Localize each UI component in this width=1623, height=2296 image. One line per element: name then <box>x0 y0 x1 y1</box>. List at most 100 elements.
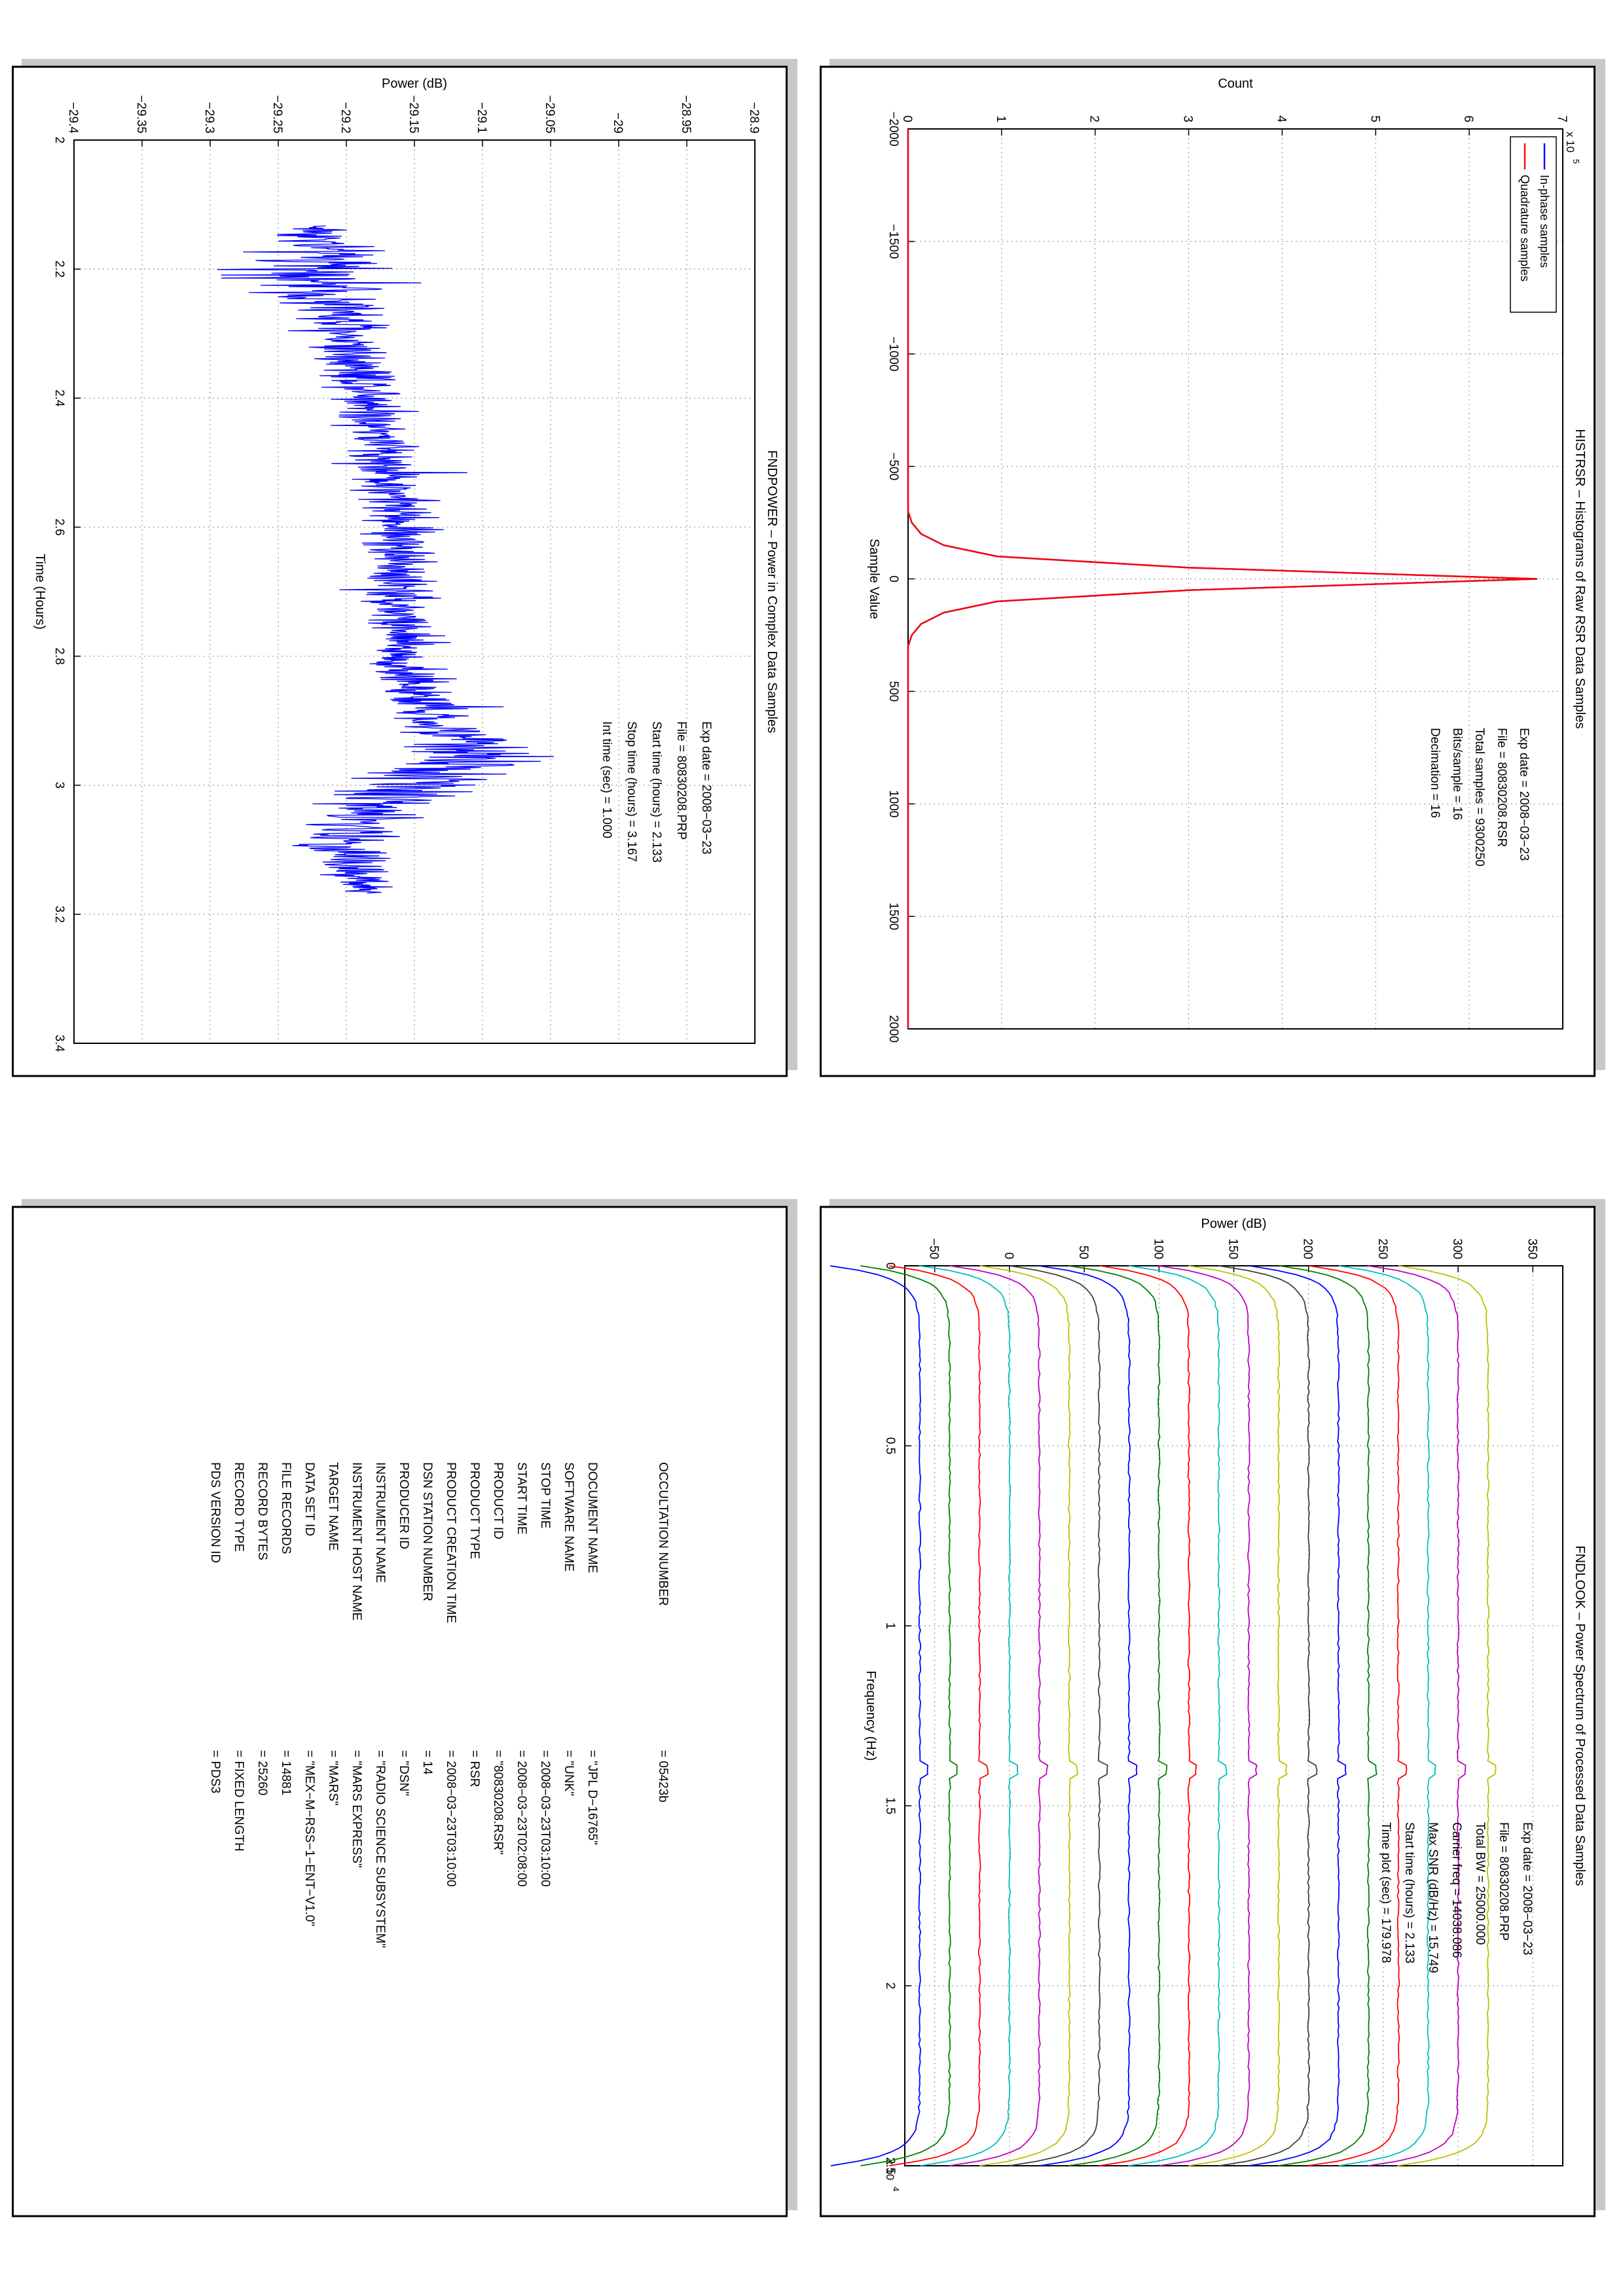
fndlook-exponent-power: 4 <box>891 2187 901 2191</box>
histrsr-legend-label-0: In-phase samples <box>1538 175 1551 268</box>
fndpower-xtick-label-3: 2.6 <box>52 518 66 535</box>
histrsr-ytick-label-2: 2 <box>1087 115 1101 122</box>
fndlook-series-18 <box>1368 1265 1467 2166</box>
fndlook-series-15 <box>1278 1265 1377 2166</box>
histrsr-legend <box>1510 136 1557 313</box>
pds-row-value-13: = 2008−03−23T02:08:00 <box>515 1750 528 1887</box>
pds-row-value-14: = 2008−03−23T03:10:00 <box>538 1750 552 1887</box>
pds-row-key-12: PRODUCT ID <box>491 1462 505 1539</box>
pds-row-value-8: = "DSN" <box>397 1750 410 1796</box>
histrsr-ylabel: Count <box>1218 77 1253 91</box>
histrsr-xlabel: Sample Value <box>867 539 881 619</box>
fndlook-annotation-6: Time plot (sec) = 179.978 <box>1379 1822 1393 1963</box>
rotated-plot: −2000 −1500 −1000 −500 0 500 1000 1500 2000 0 1 2 3 4… <box>867 77 1587 1043</box>
fndlook-series-2 <box>888 1265 989 2166</box>
fndpower-series-0 <box>217 225 554 893</box>
fndpower-xtick-label-2: 2.4 <box>52 389 66 407</box>
fndpower-ytick-label-6: −29.1 <box>475 102 488 134</box>
fndpower-xtick-label-7: 3.4 <box>52 1035 66 1052</box>
histrsr-chart: −2000 −1500 −1000 −500 0 500 1000 1500 2000 0 1 2 3 4… <box>820 59 1605 1077</box>
pds-row-value-16: = "JPL D−16765" <box>585 1750 599 1845</box>
fndlook-ytick-label-5: 200 <box>1301 1238 1315 1259</box>
fndlook-ytick-label-7: 300 <box>1450 1238 1464 1259</box>
histrsr-exponent-power: 5 <box>1571 159 1581 164</box>
pds-row-key-8: PRODUCER ID <box>397 1462 410 1549</box>
histrsr-ytick-label-5: 5 <box>1368 115 1381 122</box>
fndlook-xtick-label-2: 1 <box>883 1623 897 1630</box>
fndlook-exponent-label: x 10 <box>884 2159 896 2180</box>
pds-row-key-3: FILE RECORDS <box>279 1462 293 1554</box>
pds-row-value-12: = "80830208.RSR" <box>491 1750 505 1855</box>
pds-row-key-0: PDS VERSION ID <box>208 1462 222 1563</box>
fndpower-xtick-label-1: 2.2 <box>52 260 66 278</box>
fndpower-annotation-4: Int time (sec) = 1.000 <box>600 721 613 838</box>
fndlook-title: FNDLOOK – Power Spectrum of Processed Da… <box>1573 1545 1587 1886</box>
fndlook-annotation-1: File = 80830208.PRP <box>1497 1822 1510 1941</box>
fndpower-xtick-label-6: 3.2 <box>52 906 66 923</box>
fndlook-series-16 <box>1307 1265 1408 2166</box>
fndlook-series-13 <box>1218 1265 1318 2166</box>
pds-row-value-0: = PDS3 <box>208 1750 222 1793</box>
pds-label-panel: PDS VERSION ID = PDS3 RECORD TYPE = FIXED L… <box>12 1199 797 2217</box>
histrsr-xtick-label-3: −500 <box>886 452 900 480</box>
fndlook-series-8 <box>1068 1265 1168 2166</box>
histrsr-xtick-label-8: 2000 <box>886 1015 900 1043</box>
fndlook-series-11 <box>1158 1265 1258 2166</box>
rotated-plot: 00.511.522.5−50 0 50 100 150 200 250 300 350FNDL… <box>830 1217 1587 2191</box>
panel-frame <box>12 1206 788 2217</box>
fndlook-chart: 00.511.522.5−50 0 50 100 150 200 250 300 350FNDL… <box>820 1199 1605 2217</box>
histrsr-xtick-label-0: −2000 <box>886 111 900 146</box>
pds-row-key-13: START TIME <box>515 1462 528 1535</box>
fndlook-annotation-5: Start time (hours) = 2.133 <box>1402 1822 1416 1964</box>
fndpower-xtick-label-0: 2 <box>52 137 66 144</box>
fndpower-annotation-2: Start time (hours) = 2.133 <box>649 721 663 863</box>
pds-row-key-11: PRODUCT TYPE <box>467 1462 481 1559</box>
fndlook-xtick-label-3: 1.5 <box>883 1797 897 1814</box>
histrsr-exponent-label: x 10 <box>1564 132 1577 152</box>
fndlook-xlabel: Frequency (Hz) <box>864 1671 878 1761</box>
fndlook-series-14 <box>1249 1265 1347 2166</box>
pds-row-value-2: = 25260 <box>255 1750 269 1795</box>
fndlook-ytick-label-2: 50 <box>1076 1246 1090 1259</box>
histrsr-xtick-label-6: 1000 <box>886 790 900 817</box>
fndlook-series-3 <box>919 1265 1019 2166</box>
fndlook-series-17 <box>1338 1265 1436 2166</box>
fndlook-ytick-label-1: 0 <box>1002 1252 1015 1259</box>
fndpower-title: FNDPOWER – Power in Complex Data Samples <box>765 450 779 733</box>
fndlook-ytick-label-0: −50 <box>927 1238 941 1259</box>
histrsr-ytick-label-6: 6 <box>1461 115 1475 122</box>
fndlook-series-10 <box>1128 1265 1228 2166</box>
pds-row-value-9: = 14 <box>420 1750 434 1775</box>
histrsr-xtick-label-4: 0 <box>886 575 900 583</box>
fndpower-ytick-label-10: −28.9 <box>747 102 761 134</box>
pds-row-key-9: DSN STATION NUMBER <box>420 1462 434 1602</box>
pds-row-key-14: STOP TIME <box>538 1462 552 1528</box>
fndpower-ytick-label-8: −29 <box>611 113 625 134</box>
histrsr-annotation-4: Decimation = 16 <box>1428 728 1442 818</box>
histrsr-xtick-label-5: 500 <box>886 681 900 702</box>
fndlook-series-12 <box>1188 1265 1288 2166</box>
fndlook-ylabel: Power (dB) <box>1201 1217 1266 1231</box>
fndlook-series-1 <box>860 1265 958 2166</box>
fndpower-ytick-label-7: −29.05 <box>543 95 556 134</box>
pds-row-key-10: PRODUCT CREATION TIME <box>444 1462 458 1623</box>
pds-row-value-4: = "MEX−M−RSS−1−ENT−V1.0" <box>302 1750 316 1926</box>
panel-frame <box>820 1206 1596 2217</box>
fndpower-chart: 2 2.2 2.4 2.6 2.8 3 3.2 3.4 −29.4 −29.35 −29.3 −29.… <box>12 59 797 1077</box>
pds-row-value-6: = "MARS EXPRESS" <box>350 1750 363 1868</box>
fndlook-ytick-label-8: 350 <box>1525 1238 1539 1259</box>
fndlook-xtick-label-1: 0.5 <box>883 1437 897 1454</box>
pds-row-key-16: DOCUMENT NAME <box>585 1462 599 1573</box>
fndlook-series-9 <box>1099 1265 1197 2166</box>
fndpower-ytick-label-1: −29.35 <box>134 95 148 134</box>
histrsr-xtick-label-7: 1500 <box>886 903 900 930</box>
fndpower-ytick-label-5: −29.15 <box>407 95 420 134</box>
pds-row-value-1: = FIXED LENGTH <box>232 1750 246 1852</box>
fndlook-series-5 <box>979 1265 1078 2166</box>
pds-row-key-2: RECORD BYTES <box>255 1462 269 1560</box>
fndpower-ylabel: Power (dB) <box>382 77 447 91</box>
pds-row-value-15: = "UNK" <box>562 1750 575 1796</box>
rotated-plot: 2 2.2 2.4 2.6 2.8 3 3.2 3.4 −29.4 −29.35 −29.3 −29.… <box>33 77 779 1052</box>
pds-row-key-4: DATA SET ID <box>302 1462 316 1536</box>
fndpower-ytick-label-4: −29.2 <box>338 102 352 134</box>
